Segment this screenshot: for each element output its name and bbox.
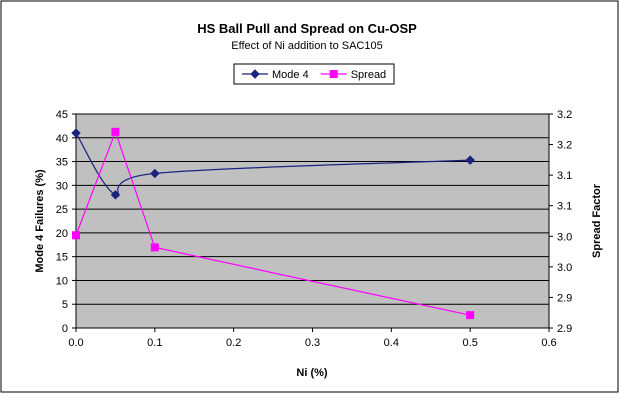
y-axis-label: Mode 4 Failures (%)	[34, 169, 46, 273]
chart-title: HS Ball Pull and Spread on Cu-OSP	[197, 21, 417, 36]
y-tick-label: 30	[56, 180, 68, 192]
series-line-mode-4	[75, 132, 471, 197]
y2-tick-label: 2.9	[557, 292, 572, 304]
legend: Mode 4 Spread	[233, 63, 395, 85]
y-tick-label: 10	[56, 275, 68, 287]
legend-marker-spread	[329, 70, 338, 78]
y2-axis-label: Spread Factor	[591, 183, 603, 258]
legend-label-mode-4: Mode 4	[272, 69, 309, 81]
x-tick-label: 0.2	[226, 337, 241, 349]
plot-area	[75, 113, 550, 329]
x-tick-label: 0.0	[68, 337, 83, 349]
data-point-spread	[150, 243, 159, 252]
y2-tick-label: 3.1	[557, 201, 572, 213]
series-line-spread	[75, 130, 471, 316]
x-tick-label: 0.4	[384, 337, 399, 349]
legend-marker-mode-4	[250, 69, 260, 79]
legend-label-spread: Spread	[351, 69, 386, 81]
y-tick-label: 40	[56, 133, 68, 145]
y-tick-label: 5	[62, 299, 68, 311]
y-tick-label: 25	[56, 204, 68, 216]
x-tick-label: 0.6	[541, 337, 556, 349]
data-point-spread	[111, 127, 120, 136]
y-tick-label: 0	[62, 323, 68, 335]
gridlines	[76, 113, 549, 305]
x-tick-label: 0.1	[147, 337, 162, 349]
data-point-mode-4	[465, 155, 475, 165]
y-tick-label: 45	[56, 109, 68, 121]
y2-tick-label: 3.0	[557, 231, 572, 243]
x-axis-label: Ni (%)	[296, 367, 328, 379]
y-tick-label: 20	[56, 228, 68, 240]
legend-box	[233, 63, 395, 85]
y-tick-label: 15	[56, 252, 68, 264]
series-layer	[71, 127, 475, 320]
y2-tick-label: 3.0	[557, 262, 572, 274]
axes: 0 5 10 15 20 25 30 35 40 45 2.9 2.9 3.0 3.0 3.1 3.1 3.2 3…	[56, 109, 573, 349]
y-tick-label: 35	[56, 157, 68, 169]
data-point-mode-4	[150, 168, 160, 179]
x-tick-label: 0.5	[463, 337, 478, 349]
y2-tick-label: 2.9	[557, 323, 572, 335]
chart-subtitle: Effect of Ni addition to SAC105	[231, 40, 382, 52]
data-point-mode-4	[71, 128, 81, 138]
data-point-mode-4	[110, 190, 121, 200]
y2-tick-label: 3.2	[557, 140, 572, 152]
data-point-spread	[466, 311, 475, 320]
data-point-spread	[72, 231, 80, 240]
x-tick-label: 0.3	[305, 337, 320, 349]
y2-tick-label: 3.2	[557, 109, 572, 121]
y2-tick-label: 3.1	[557, 170, 572, 182]
